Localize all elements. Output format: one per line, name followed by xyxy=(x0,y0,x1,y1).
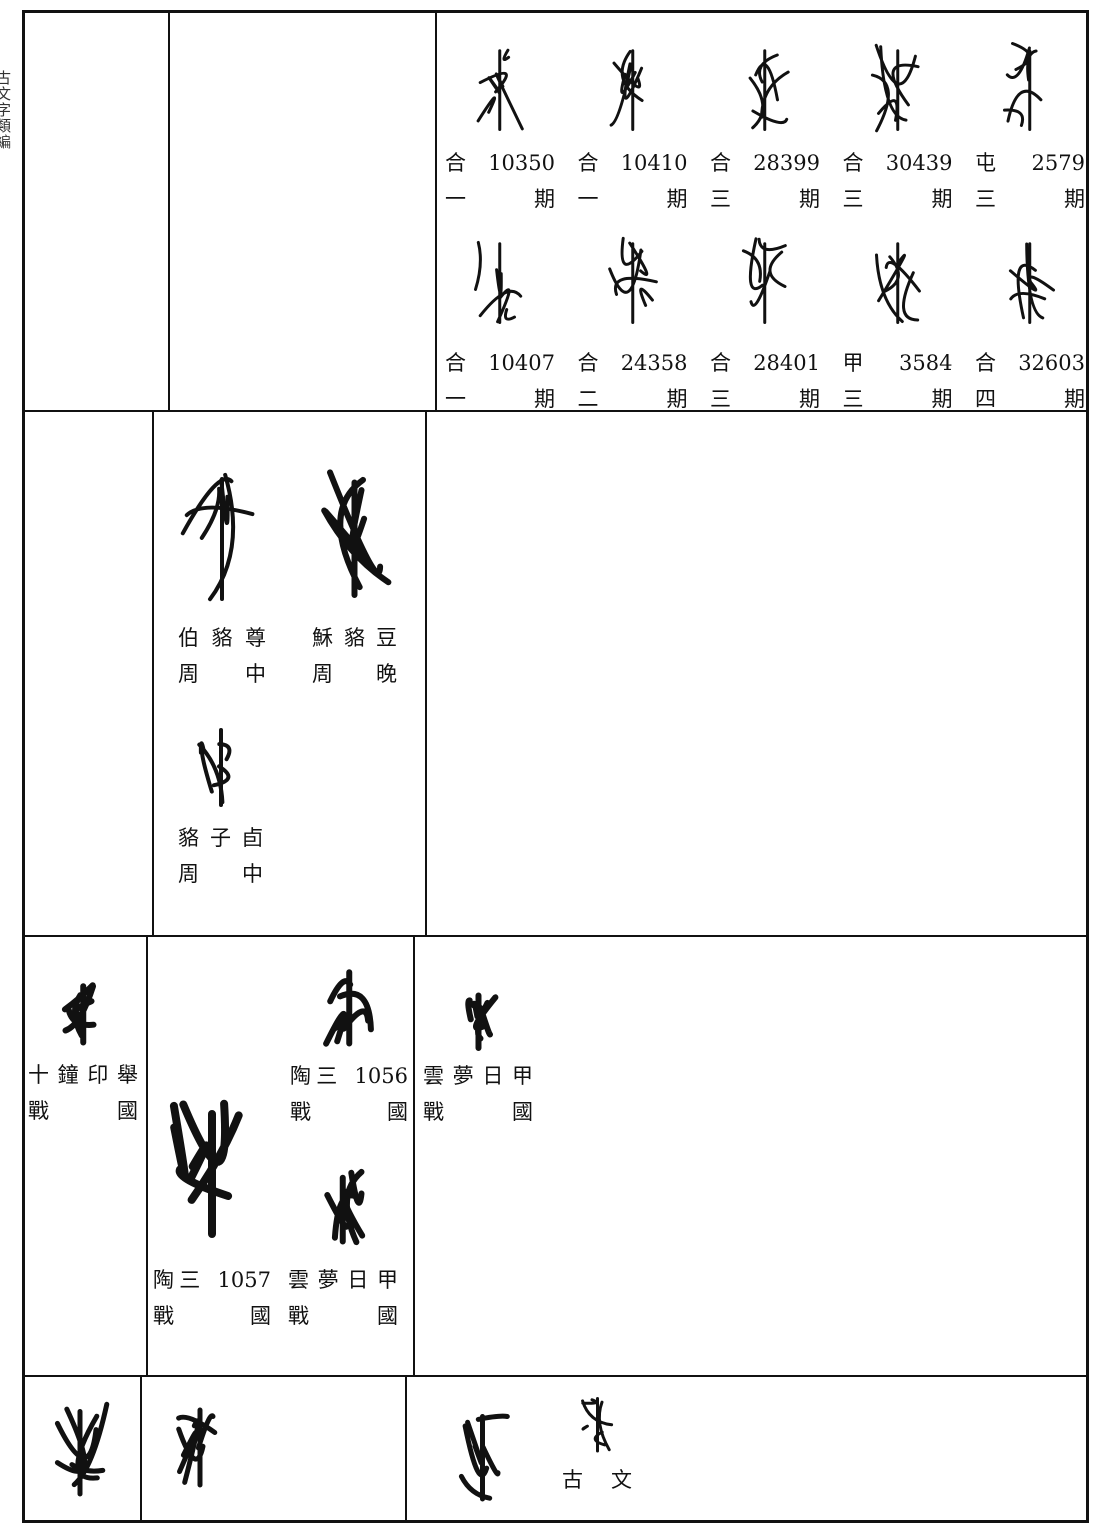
caption: 甲 3584 三期 xyxy=(843,345,953,417)
glyph xyxy=(54,1401,110,1497)
glyph xyxy=(180,472,255,602)
glyph xyxy=(476,48,525,131)
caption-period: 三期 xyxy=(710,387,820,411)
col-line xyxy=(425,410,427,935)
col-line xyxy=(168,10,170,410)
glyph xyxy=(176,1407,218,1488)
caption-source: 甲 3584 xyxy=(842,351,953,375)
caption-source: 合 28401 xyxy=(710,351,820,375)
glyph xyxy=(870,43,920,133)
caption: 合 10407 一期 xyxy=(445,345,555,417)
glyph xyxy=(322,969,374,1047)
caption: 合 28401 三期 xyxy=(710,345,820,417)
row-line xyxy=(22,1375,1088,1377)
glyph xyxy=(464,992,498,1051)
border-right xyxy=(1086,10,1089,1523)
caption-period: 戰國 xyxy=(290,1100,408,1124)
glyph xyxy=(607,236,658,324)
caption-source: 十鐘印舉 xyxy=(28,1063,138,1087)
caption: 伯貉尊 周中 xyxy=(178,620,266,692)
caption: 屯 2579 三期 xyxy=(975,145,1085,217)
border-bottom xyxy=(22,1520,1088,1523)
caption-source: 穌貉豆 xyxy=(312,626,397,650)
caption-period: 戰國 xyxy=(28,1099,138,1123)
glyph xyxy=(196,728,231,807)
glyph xyxy=(458,1413,510,1502)
caption: 合 10350 一期 xyxy=(445,145,555,217)
caption: 合 28399 三期 xyxy=(710,145,820,217)
caption-period: 戰國 xyxy=(423,1100,533,1124)
caption: 陶三 1056 戰國 xyxy=(290,1058,408,1130)
glyph xyxy=(609,49,644,131)
row-line xyxy=(22,935,1088,937)
caption-source: 雲夢日甲 xyxy=(288,1268,398,1292)
caption-source: 合 28399 xyxy=(710,151,820,175)
caption-period: 二期 xyxy=(577,387,688,411)
caption: 十鐘印舉 戰國 xyxy=(28,1057,138,1129)
col-line xyxy=(146,935,148,1375)
caption: 陶三 1057 戰國 xyxy=(153,1262,271,1334)
caption-source: 合 32603 xyxy=(975,351,1085,375)
caption-period: 三期 xyxy=(842,187,953,211)
caption-period: 戰國 xyxy=(288,1304,398,1328)
glyph xyxy=(169,1099,243,1238)
caption-period: 四期 xyxy=(975,387,1085,411)
caption-source: 陶三 1057 xyxy=(153,1268,271,1292)
caption-period: 三期 xyxy=(975,187,1085,211)
caption-source: 伯貉尊 xyxy=(178,626,266,650)
glyph xyxy=(580,1397,613,1453)
caption: 雲夢日甲 戰國 xyxy=(423,1058,533,1130)
glyph xyxy=(321,469,392,598)
caption-source: 貉子卣 xyxy=(178,826,263,850)
caption: 合 24358 二期 xyxy=(578,345,688,417)
caption-source: 古文 xyxy=(562,1468,632,1492)
caption-source: 合 24358 xyxy=(577,351,688,375)
caption: 穌貉豆 周晚 xyxy=(312,620,397,692)
caption-period: 一期 xyxy=(445,387,555,411)
border-left xyxy=(22,10,25,1523)
col-line xyxy=(152,410,154,935)
col-line xyxy=(435,10,437,410)
glyph xyxy=(324,1168,366,1246)
caption-source: 陶三 1056 xyxy=(290,1064,408,1088)
caption: 合 30439 三期 xyxy=(843,145,953,217)
caption: 貉子卣 周中 xyxy=(178,820,263,892)
glyph xyxy=(742,237,788,324)
border-top xyxy=(22,10,1088,13)
caption-source: 合 10410 xyxy=(577,151,688,175)
caption-period: 戰國 xyxy=(153,1304,271,1328)
caption-source: 屯 2579 xyxy=(975,151,1085,175)
glyph xyxy=(474,240,523,324)
col-line xyxy=(405,1375,407,1522)
caption-period: 一期 xyxy=(577,187,688,211)
side-label: 古文字類編 xyxy=(0,70,12,150)
caption: 古文 xyxy=(562,1462,632,1498)
caption: 合 10410 一期 xyxy=(578,145,688,217)
col-line xyxy=(140,1375,142,1522)
caption-source: 合 30439 xyxy=(842,151,953,175)
caption: 雲夢日甲 戰國 xyxy=(288,1262,398,1334)
caption-source: 合 10407 xyxy=(445,351,555,375)
caption: 合 32603 四期 xyxy=(975,345,1085,417)
caption-period: 周中 xyxy=(178,662,266,686)
caption-period: 一期 xyxy=(445,187,555,211)
glyph xyxy=(61,982,97,1046)
caption-source: 雲夢日甲 xyxy=(423,1064,533,1088)
row-line xyxy=(22,410,1088,412)
glyph xyxy=(1003,42,1043,131)
caption-period: 三期 xyxy=(842,387,953,411)
caption-source: 合 10350 xyxy=(445,151,555,175)
caption-period: 周晚 xyxy=(312,662,397,686)
caption-period: 三期 xyxy=(710,187,820,211)
col-line xyxy=(413,935,415,1375)
caption-period: 周中 xyxy=(178,862,263,886)
glyph xyxy=(1009,242,1056,324)
glyph xyxy=(874,242,921,324)
glyph xyxy=(748,49,790,131)
